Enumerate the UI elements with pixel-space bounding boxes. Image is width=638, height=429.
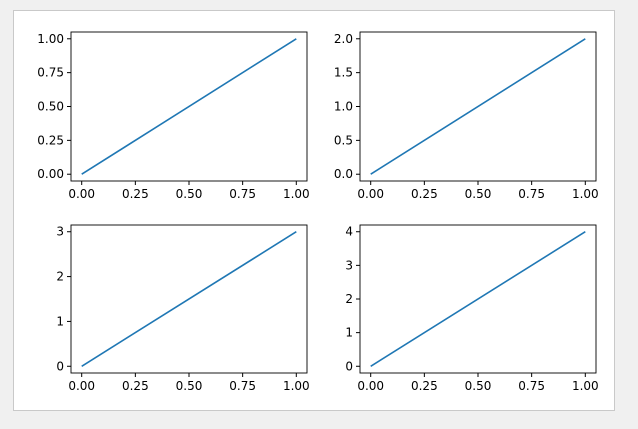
axes-frame — [359, 224, 597, 374]
series-line — [81, 231, 297, 367]
y-tick-label: 0.0 — [334, 167, 353, 181]
y-tick-label: 3 — [345, 258, 353, 272]
figure-window: 0.00 0.25 0.50 0.75 1.00 0.00 0.25 0.50 0.75 1.00… — [13, 10, 615, 411]
y-tick-label: 2 — [345, 292, 353, 306]
x-tick-label: 1.00 — [572, 379, 599, 393]
x-tick-label: 0.00 — [357, 379, 384, 393]
y-tick-label: 0.00 — [37, 167, 64, 181]
y-tick-label: 1 — [345, 326, 353, 340]
x-tick-label: 0.25 — [411, 187, 438, 201]
y-tick-label: 1.5 — [334, 66, 353, 80]
x-tick-label: 0.50 — [465, 187, 492, 201]
figure-canvas: 0.00 0.25 0.50 0.75 1.000.000.250.500.751.00… — [37, 31, 599, 393]
series-line — [81, 38, 297, 175]
x-tick-label: 1.00 — [572, 187, 599, 201]
x-tick-label: 0.25 — [122, 187, 149, 201]
y-tick-label: 0.25 — [37, 133, 64, 147]
axes-frame — [359, 31, 597, 182]
series-line — [370, 38, 586, 175]
subplot-2: 0.00 0.25 0.50 0.75 1.00 0.0 0.5 1.0 1.5 2.0 — [334, 31, 599, 201]
subplot-3: 0.00 0.25 0.50 0.75 1.00 0 1 2 3 — [56, 224, 310, 393]
series-line — [370, 231, 586, 367]
y-tick-label: 3 — [56, 225, 64, 239]
x-tick-label: 0.25 — [122, 379, 149, 393]
x-tick-label: 1.00 — [283, 187, 310, 201]
x-tick-label: 0.00 — [68, 379, 95, 393]
x-tick-label: 0.25 — [411, 379, 438, 393]
x-tick-label: 0.50 — [465, 379, 492, 393]
x-tick-label: 0.75 — [518, 187, 545, 201]
y-tick-label: 1.00 — [37, 32, 64, 46]
x-tick-label: 1.00 — [283, 379, 310, 393]
y-tick-label: 0 — [345, 359, 353, 373]
y-tick-label: 0.50 — [37, 100, 64, 114]
x-tick-label: 0.50 — [176, 379, 203, 393]
x-tick-label: 0.50 — [176, 187, 203, 201]
y-tick-label: 0.75 — [37, 66, 64, 80]
x-tick-label: 0.75 — [229, 187, 256, 201]
y-tick-label: 4 — [345, 225, 353, 239]
x-tick-label: 0.00 — [68, 187, 95, 201]
y-tick-label: 1.0 — [334, 100, 353, 114]
subplot-4: 0.00 0.25 0.50 0.75 1.00 0 1 2 3 4 — [345, 224, 599, 393]
y-tick-label: 2 — [56, 270, 64, 284]
y-tick-label: 2.0 — [334, 32, 353, 46]
axes-frame — [70, 224, 308, 374]
axes-frame — [70, 31, 308, 182]
subplot-1: 0.00 0.25 0.50 0.75 1.00 0.00 0.25 0.50 0.75 1.00 — [37, 31, 310, 201]
x-tick-label: 0.00 — [357, 187, 384, 201]
y-tick-label: 0.5 — [334, 133, 353, 147]
y-tick-label: 0 — [56, 359, 64, 373]
x-tick-label: 0.75 — [229, 379, 256, 393]
y-tick-label: 1 — [56, 314, 64, 328]
x-tick-label: 0.75 — [518, 379, 545, 393]
